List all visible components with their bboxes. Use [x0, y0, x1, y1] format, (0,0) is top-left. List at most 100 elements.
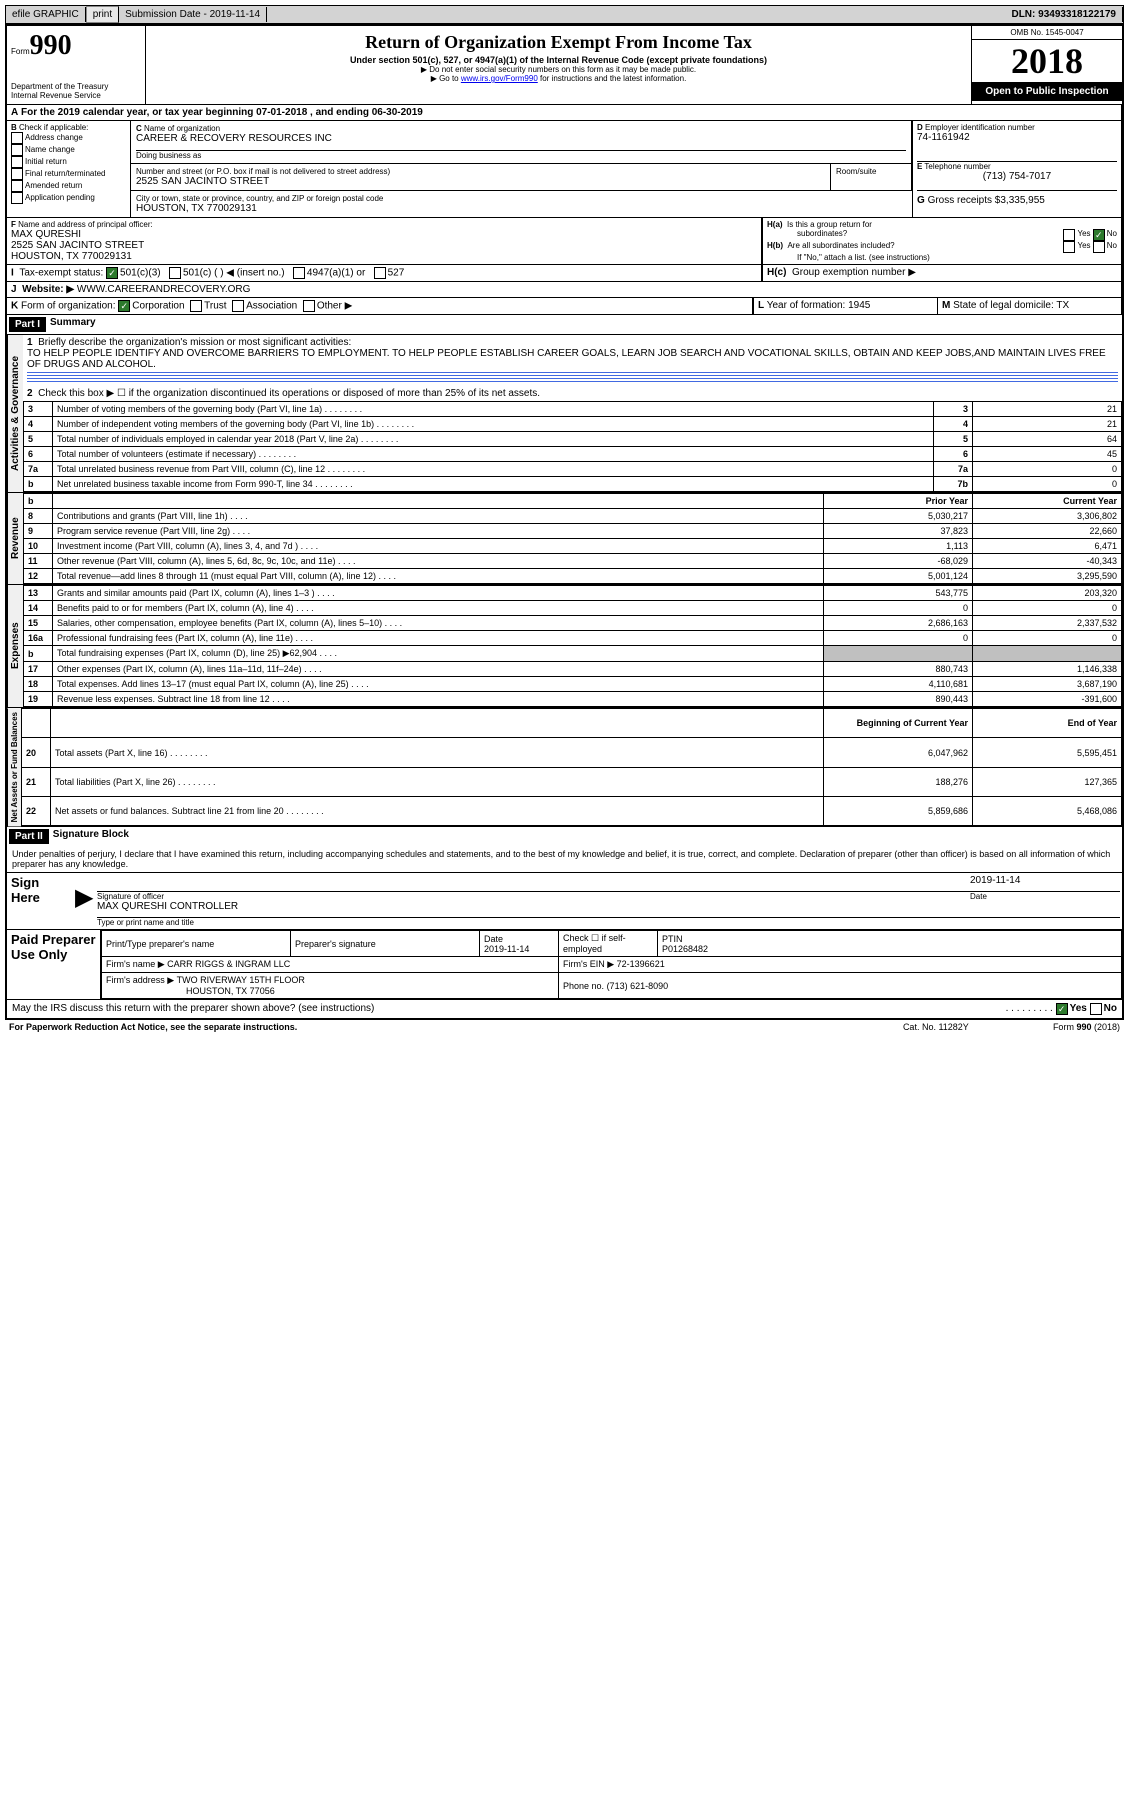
header-right: OMB No. 1545-0047 2018 Open to Public In… [972, 26, 1122, 104]
checkbox-address[interactable] [11, 132, 23, 144]
section-governance: Activities & Governance [7, 335, 23, 492]
sig-officer-line[interactable] [97, 875, 970, 892]
k-assoc[interactable] [232, 300, 244, 312]
faddr-lbl: Firm's address ▶ [106, 975, 174, 985]
i-opt3: 527 [388, 268, 405, 279]
yes-lbl: Yes [1077, 229, 1090, 241]
ein-val: 72-1396621 [617, 959, 665, 969]
col-py: Prior Year [824, 494, 973, 509]
ha2-text: subordinates? [767, 229, 1063, 241]
room-label: Room/suite [831, 164, 912, 190]
form-container: Form990 Department of the Treasury Inter… [5, 24, 1124, 1020]
hc-text: Group exemption number ▶ [792, 267, 916, 278]
checkbox-name[interactable] [11, 144, 23, 156]
k-corp[interactable]: ✓ [118, 300, 130, 312]
note1: ▶ Do not enter social security numbers o… [150, 65, 967, 74]
form-title: Return of Organization Exempt From Incom… [150, 32, 967, 53]
checkbox-amended[interactable] [11, 180, 23, 192]
gross-receipts: 3,335,955 [1000, 195, 1045, 206]
checkbox-pending[interactable] [11, 192, 23, 204]
checkbox-initial[interactable] [11, 156, 23, 168]
efile-label: efile GRAPHIC [6, 7, 86, 22]
faddr-val: TWO RIVERWAY 15TH FLOOR [177, 975, 305, 985]
ein-lbl: Firm's EIN ▶ [563, 959, 614, 969]
hb-no[interactable] [1093, 241, 1105, 253]
discuss-no[interactable] [1090, 1003, 1102, 1015]
yes-lbl2: Yes [1077, 241, 1090, 253]
i-501c3[interactable]: ✓ [106, 267, 118, 279]
ha-text: Is this a group return for [787, 220, 872, 229]
discuss-yes[interactable]: ✓ [1056, 1003, 1068, 1015]
section-revenue: Revenue [7, 493, 23, 584]
b-label: Check if applicable: [19, 123, 88, 132]
print-button[interactable]: print [86, 6, 119, 23]
header-center: Return of Organization Exempt From Incom… [146, 26, 972, 104]
i-527[interactable] [374, 267, 386, 279]
d-label: Employer identification number [925, 123, 1035, 132]
sig-date: 2019-11-14 [970, 875, 1120, 892]
part2-title: Signature Block [49, 829, 129, 844]
line-a-text: For the 2019 calendar year, or tax year … [21, 107, 423, 118]
top-bar: efile GRAPHIC print Submission Date - 20… [5, 5, 1124, 24]
prep-date-lbl: Date [484, 934, 503, 944]
i-4947[interactable] [293, 267, 305, 279]
prep-sig-lbl: Preparer's signature [291, 931, 480, 957]
fphone-val: (713) 621-8090 [607, 981, 669, 991]
date-label: Date [970, 892, 1120, 901]
k-opt0: Corporation [132, 301, 184, 312]
mission: TO HELP PEOPLE IDENTIFY AND OVERCOME BAR… [27, 348, 1106, 370]
form-subtitle: Under section 501(c), 527, or 4947(a)(1)… [150, 55, 967, 65]
officer-city: HOUSTON, TX 770029131 [11, 251, 757, 262]
note2a: ▶ Go to [431, 74, 461, 83]
hb-yes[interactable] [1063, 241, 1075, 253]
e-label: Telephone number [924, 162, 990, 171]
firm-val: CARR RIGGS & INGRAM LLC [167, 959, 290, 969]
irs-link[interactable]: www.irs.gov/Form990 [461, 74, 538, 83]
revenue-table: bPrior YearCurrent Year 8Contributions a… [23, 493, 1122, 584]
discuss-yes-lbl: Yes [1070, 1003, 1087, 1015]
ptin-val: P01268482 [662, 944, 708, 954]
l-label: Year of formation: [767, 300, 846, 311]
q2: Check this box ▶ ☐ if the organization d… [38, 388, 540, 399]
dln: DLN: 93493318122179 [1005, 7, 1123, 22]
preparer-table: Print/Type preparer's name Preparer's si… [101, 930, 1122, 999]
line-a: A For the 2019 calendar year, or tax yea… [7, 105, 1122, 120]
g-label: Gross receipts $ [928, 195, 1001, 206]
i-501c[interactable] [169, 267, 181, 279]
no-lbl2: No [1107, 241, 1117, 253]
website: WWW.CAREERANDRECOVERY.ORG [77, 284, 251, 295]
org-city: HOUSTON, TX 770029131 [136, 203, 907, 214]
section-expenses: Expenses [7, 585, 23, 707]
pra: For Paperwork Reduction Act Notice, see … [9, 1022, 903, 1032]
k-opt2: Association [246, 301, 297, 312]
sigoff-label: Signature of officer [97, 892, 970, 901]
checkbox-final[interactable] [11, 168, 23, 180]
ptin-lbl: PTIN [662, 934, 683, 944]
submission-date: Submission Date - 2019-11-14 [119, 7, 267, 22]
h-note: If "No," attach a list. (see instruction… [767, 253, 1117, 262]
net-table: Beginning of Current YearEnd of Year 20T… [21, 708, 1122, 826]
form-990-2018: Form 990 (2018) [1053, 1022, 1120, 1032]
fcity: HOUSTON, TX 77056 [106, 986, 275, 996]
col-cy: Current Year [973, 494, 1122, 509]
governance-table: 3Number of voting members of the governi… [23, 401, 1122, 492]
org-name: CAREER & RECOVERY RESOURCES INC [136, 133, 906, 144]
k-other[interactable] [303, 300, 315, 312]
header-left: Form990 Department of the Treasury Inter… [7, 26, 146, 104]
self-employed: Check ☐ if self-employed [559, 931, 658, 957]
irs: Internal Revenue Service [11, 91, 141, 100]
ha-yes[interactable] [1063, 229, 1075, 241]
b-opt-0: Address change [25, 133, 83, 142]
col-bcy: Beginning of Current Year [824, 709, 973, 738]
b-opt-3: Final return/terminated [25, 169, 105, 178]
dept: Department of the Treasury [11, 82, 141, 91]
i-opt0: 501(c)(3) [120, 268, 161, 279]
k-trust[interactable] [190, 300, 202, 312]
addr-label: Number and street (or P.O. box if mail i… [136, 167, 825, 176]
j-label: Website: ▶ [22, 284, 74, 295]
b-opt-2: Initial return [25, 157, 67, 166]
ha-no[interactable]: ✓ [1093, 229, 1105, 241]
hb-text: Are all subordinates included? [787, 241, 1063, 253]
b-opt-1: Name change [25, 145, 75, 154]
dba-label: Doing business as [136, 150, 906, 160]
